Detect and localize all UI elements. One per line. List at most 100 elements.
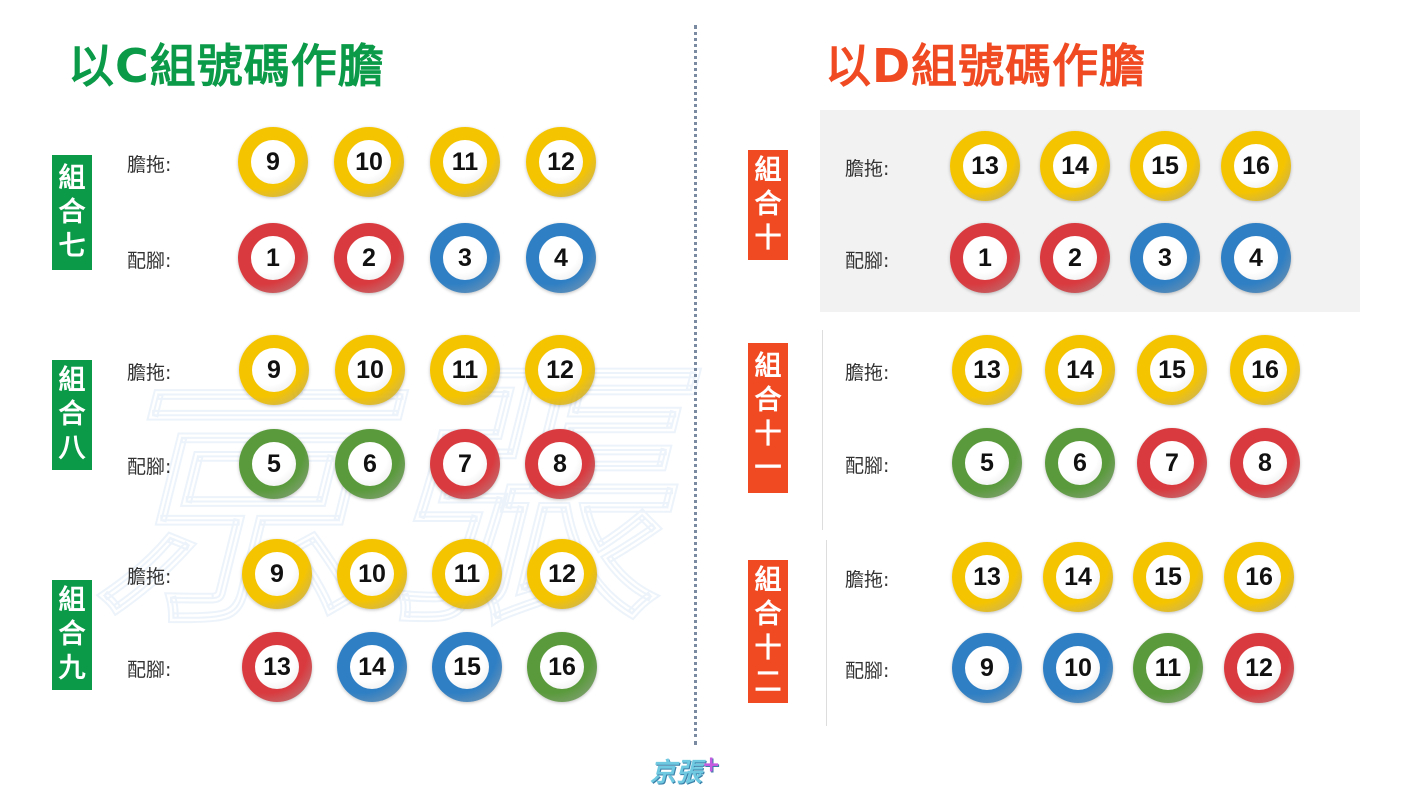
ball-number: 6 [348, 442, 392, 486]
ball-number: 11 [1146, 646, 1190, 690]
group-label-text: 組合十一 [754, 351, 782, 484]
left-title: 以C組號碼作膽 [68, 39, 385, 93]
lottery-ball: 13 [242, 632, 312, 702]
logo-text: 京張 [650, 758, 703, 788]
pei-jiao-label: 配腳: [845, 455, 890, 477]
ball-number: 7 [443, 442, 487, 486]
lottery-ball: 12 [525, 335, 595, 405]
lottery-ball: 5 [239, 429, 309, 499]
ball-number: 1 [963, 236, 1007, 280]
ball-number: 2 [347, 236, 391, 280]
logo-plus: + [702, 752, 721, 778]
dan-tuo-label: 膽拖: [845, 569, 890, 591]
lottery-ball: 13 [952, 542, 1022, 612]
ball-number: 15 [1146, 555, 1190, 599]
lottery-ball: 9 [242, 539, 312, 609]
lottery-ball: 16 [527, 632, 597, 702]
ball-number: 9 [252, 348, 296, 392]
ball-number: 11 [445, 552, 489, 596]
lottery-ball: 11 [432, 539, 502, 609]
lottery-ball: 10 [334, 127, 404, 197]
lottery-ball: 2 [334, 223, 404, 293]
group-border [822, 330, 823, 530]
ball-number: 8 [1243, 441, 1287, 485]
dan-tuo-label: 膽拖: [127, 566, 172, 588]
group-label: 組合九 [52, 580, 92, 690]
lottery-ball: 10 [337, 539, 407, 609]
lottery-ball: 3 [430, 223, 500, 293]
lottery-ball: 5 [952, 428, 1022, 498]
ball-number: 12 [539, 140, 583, 184]
dan-tuo-label: 膽拖: [127, 154, 172, 176]
ball-number: 12 [540, 552, 584, 596]
ball-number: 16 [1237, 555, 1281, 599]
ball-number: 14 [1056, 555, 1100, 599]
ball-number: 13 [965, 555, 1009, 599]
lottery-ball: 15 [1130, 131, 1200, 201]
ball-number: 14 [1058, 348, 1102, 392]
ball-number: 4 [1234, 236, 1278, 280]
ball-number: 6 [1058, 441, 1102, 485]
ball-number: 4 [539, 236, 583, 280]
lottery-ball: 15 [1133, 542, 1203, 612]
lottery-ball: 14 [1040, 131, 1110, 201]
lottery-ball: 7 [430, 429, 500, 499]
ball-number: 14 [1053, 144, 1097, 188]
ball-number: 10 [350, 552, 394, 596]
ball-number: 3 [1143, 236, 1187, 280]
lottery-ball: 9 [239, 335, 309, 405]
lottery-ball: 8 [525, 429, 595, 499]
lottery-ball: 15 [1137, 335, 1207, 405]
ball-number: 14 [350, 645, 394, 689]
lottery-ball: 9 [952, 633, 1022, 703]
ball-number: 16 [540, 645, 584, 689]
ball-number: 8 [538, 442, 582, 486]
ball-number: 11 [443, 348, 487, 392]
lottery-ball: 4 [1221, 223, 1291, 293]
ball-number: 7 [1150, 441, 1194, 485]
lottery-ball: 8 [1230, 428, 1300, 498]
ball-number: 15 [1143, 144, 1187, 188]
group-border [826, 540, 827, 726]
ball-number: 11 [443, 140, 487, 184]
ball-number: 10 [347, 140, 391, 184]
dan-tuo-label: 膽拖: [845, 158, 890, 180]
group-label-text: 組合十二 [754, 564, 782, 698]
ball-number: 10 [348, 348, 392, 392]
ball-number: 16 [1243, 348, 1287, 392]
lottery-ball: 10 [335, 335, 405, 405]
ball-number: 15 [445, 645, 489, 689]
lottery-ball: 13 [952, 335, 1022, 405]
pei-jiao-label: 配腳: [127, 659, 172, 681]
lottery-ball: 16 [1221, 131, 1291, 201]
lottery-ball: 1 [238, 223, 308, 293]
lottery-ball: 4 [526, 223, 596, 293]
lottery-ball: 14 [1043, 542, 1113, 612]
ball-number: 2 [1053, 236, 1097, 280]
pei-jiao-label: 配腳: [845, 660, 890, 682]
lottery-ball: 6 [335, 429, 405, 499]
group-label: 組合八 [52, 360, 92, 470]
lottery-ball: 6 [1045, 428, 1115, 498]
dan-tuo-label: 膽拖: [127, 362, 172, 384]
lottery-ball: 13 [950, 131, 1020, 201]
group-label-text: 組合八 [58, 365, 86, 464]
group-label: 組合十一 [748, 343, 788, 493]
lottery-ball: 11 [430, 335, 500, 405]
ball-number: 9 [251, 140, 295, 184]
pei-jiao-label: 配腳: [845, 250, 890, 272]
ball-number: 12 [538, 348, 582, 392]
lottery-ball: 11 [1133, 633, 1203, 703]
lottery-ball: 16 [1230, 335, 1300, 405]
ball-number: 1 [251, 236, 295, 280]
ball-number: 5 [252, 442, 296, 486]
group-label-text: 組合九 [58, 585, 86, 684]
lottery-ball: 12 [526, 127, 596, 197]
lottery-ball: 16 [1224, 542, 1294, 612]
lottery-ball: 15 [432, 632, 502, 702]
group-label-text: 組合十 [754, 155, 782, 254]
group-label-text: 組合七 [58, 162, 86, 262]
ball-number: 9 [255, 552, 299, 596]
lottery-ball: 9 [238, 127, 308, 197]
